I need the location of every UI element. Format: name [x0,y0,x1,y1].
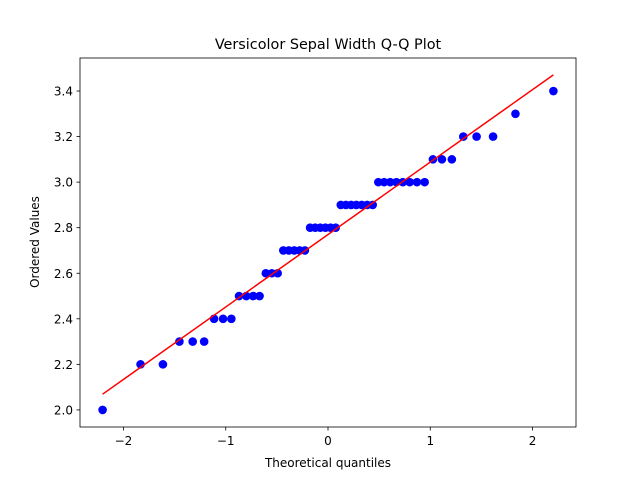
y-tick-label: 2.8 [54,221,73,235]
y-tick-label: 2.6 [54,267,73,281]
y-tick-label: 3.0 [54,176,73,190]
fit-line [102,74,554,395]
point [188,337,197,346]
plot-frame [79,57,577,428]
x-tick-label: −2 [115,434,133,448]
y-tick-label: 3.2 [54,130,73,144]
chart-title: Versicolor Sepal Width Q-Q Plot [215,37,442,53]
point [447,155,457,164]
point [549,86,558,96]
point [227,314,236,324]
point [98,405,107,415]
point [488,132,498,141]
point [368,200,377,210]
point [379,177,389,187]
point [255,291,264,301]
y-tick-label: 2.2 [54,358,73,372]
y-axis-label: Ordered Values [28,196,42,288]
point [437,155,447,164]
point [261,268,271,278]
x-tick-label: −1 [217,434,235,448]
point [248,291,258,301]
point [385,177,395,187]
point [218,314,228,324]
point [158,360,168,369]
x-tick-label: 0 [324,434,332,448]
point [175,337,184,346]
point [459,132,468,141]
point [199,337,209,346]
point [511,109,520,119]
point [472,132,481,141]
point [420,177,429,187]
x-tick-label: 2 [529,434,537,448]
y-tick-label: 3.4 [54,85,73,99]
point [405,177,415,187]
y-tick-label: 2.0 [54,403,73,417]
y-tick-label: 2.4 [54,312,73,326]
x-axis-label: Theoretical quantiles [264,456,391,470]
point [412,177,422,187]
x-tick-label: 1 [426,434,434,448]
